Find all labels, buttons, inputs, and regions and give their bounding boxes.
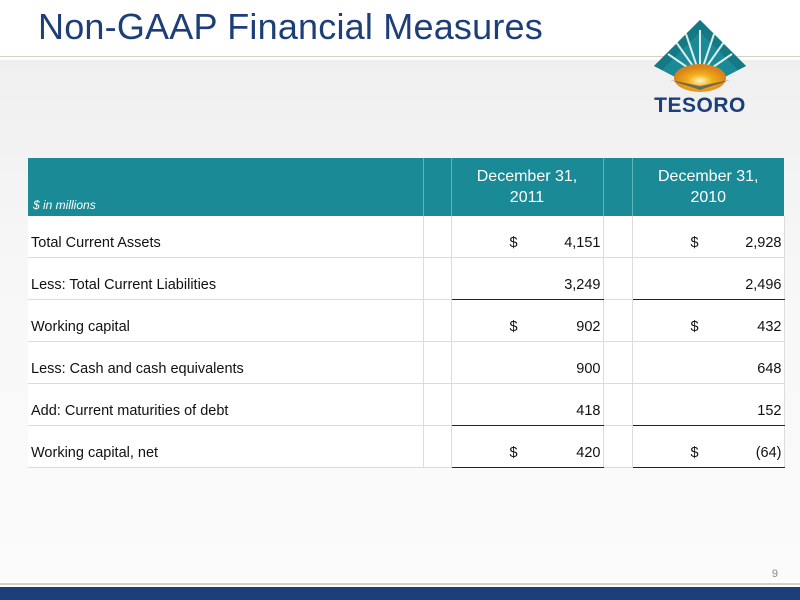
value-2010: $432 xyxy=(632,299,785,342)
table-row: Working capital $902 $432 xyxy=(28,299,785,342)
value-2011: 900 xyxy=(451,341,604,384)
column-header-line1: December 31, xyxy=(658,168,759,185)
footer-band xyxy=(0,587,800,600)
currency-symbol: $ xyxy=(690,319,699,335)
column-header-line2: 2010 xyxy=(690,189,727,206)
table-row: Less: Total Current Liabilities 3,249 2,… xyxy=(28,257,785,300)
row-spacer xyxy=(423,216,452,258)
table-row: Less: Cash and cash equivalents 900 648 xyxy=(28,341,785,384)
value-2011: $902 xyxy=(451,299,604,342)
row-label: Add: Current maturities of debt xyxy=(28,383,424,426)
value-2010: $ (64) xyxy=(632,425,785,468)
value-2010: 648 xyxy=(632,341,785,384)
currency-symbol: $ xyxy=(509,235,518,251)
amount: 900 xyxy=(576,361,601,377)
unit-label: $ in millions xyxy=(28,158,424,216)
value-2011: $4,151 xyxy=(451,216,604,258)
value-2011: 418 xyxy=(451,383,604,426)
amount: 432 xyxy=(757,319,782,335)
row-spacer xyxy=(603,425,633,468)
row-spacer xyxy=(603,383,633,426)
row-spacer xyxy=(603,341,633,384)
amount: 3,249 xyxy=(564,277,601,293)
row-label: Less: Total Current Liabilities xyxy=(28,257,424,300)
value-2010: 2,496 xyxy=(632,257,785,300)
header-spacer xyxy=(423,158,452,216)
row-spacer xyxy=(423,341,452,384)
row-label: Working capital xyxy=(28,299,424,342)
page-number: 9 xyxy=(771,568,778,580)
table-row: Total Current Assets $4,151 $2,928 xyxy=(28,216,785,258)
row-spacer xyxy=(423,257,452,300)
footer-divider xyxy=(0,583,800,585)
value-2011: 3,249 xyxy=(451,257,604,300)
value-2011: $420 xyxy=(451,425,604,468)
tesoro-sunburst-icon xyxy=(654,20,746,92)
amount: 2,496 xyxy=(745,277,782,293)
title-divider xyxy=(0,56,800,57)
amount: 902 xyxy=(576,319,601,335)
value-2010: 152 xyxy=(632,383,785,426)
row-spacer xyxy=(423,425,452,468)
row-spacer xyxy=(423,383,452,426)
row-spacer xyxy=(603,257,633,300)
slide-title: Non-GAAP Financial Measures xyxy=(38,6,543,47)
row-spacer xyxy=(603,299,633,342)
amount: 4,151 xyxy=(564,235,601,251)
currency-symbol: $ xyxy=(509,319,518,335)
column-header-2010: December 31, 2010 xyxy=(632,158,784,216)
amount: 152 xyxy=(757,403,782,419)
amount: (64) xyxy=(755,445,782,461)
header-spacer xyxy=(603,158,633,216)
currency-symbol: $ xyxy=(690,445,699,461)
row-label: Total Current Assets xyxy=(28,216,424,258)
row-label: Less: Cash and cash equivalents xyxy=(28,341,424,384)
row-label: Working capital, net xyxy=(28,425,424,468)
currency-symbol: $ xyxy=(509,445,518,461)
amount: 648 xyxy=(757,361,782,377)
row-spacer xyxy=(423,299,452,342)
column-header-line1: December 31, xyxy=(476,168,578,185)
amount: 420 xyxy=(576,445,601,461)
row-spacer xyxy=(603,216,633,258)
table-row: Add: Current maturities of debt 418 152 xyxy=(28,383,785,426)
table-row: Working capital, net $420 $ (64) xyxy=(28,425,785,468)
value-2010: $2,928 xyxy=(632,216,785,258)
financial-table: $ in millions December 31, 2011 December… xyxy=(28,158,785,468)
amount: 418 xyxy=(576,403,601,419)
column-header-2011: December 31, 2011 xyxy=(451,158,604,216)
currency-symbol: $ xyxy=(690,235,699,251)
amount: 2,928 xyxy=(745,235,782,251)
column-header-line2: 2011 xyxy=(509,189,545,206)
tesoro-logo-text: TESORO xyxy=(654,94,746,117)
table-header-row: $ in millions December 31, 2011 December… xyxy=(28,158,784,216)
